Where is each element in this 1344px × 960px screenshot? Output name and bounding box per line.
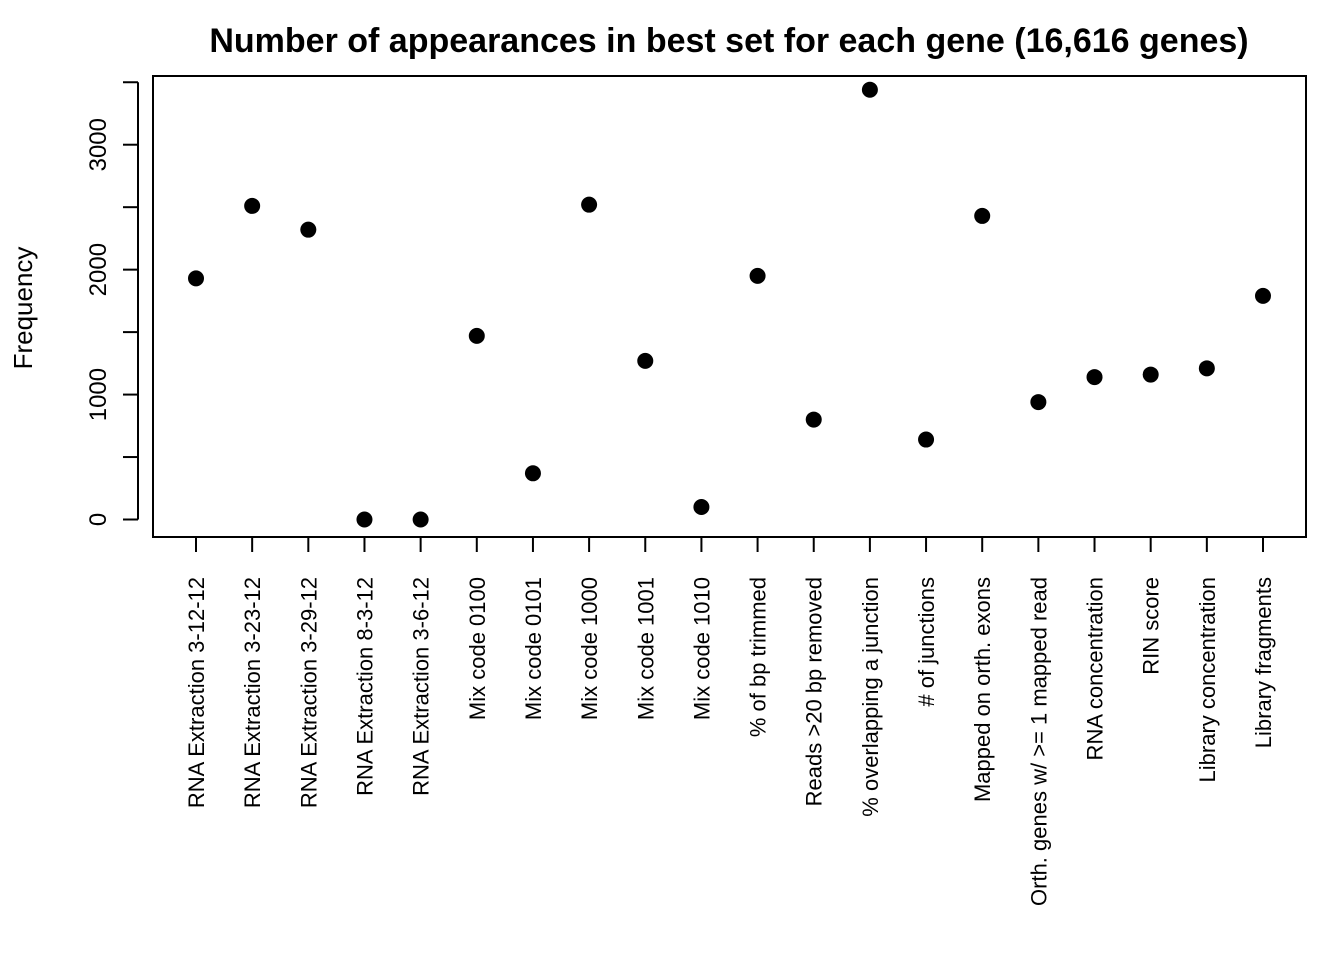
data-point — [1142, 366, 1159, 383]
data-point — [693, 499, 710, 516]
x-tick-label: Mix code 0100 — [465, 577, 490, 720]
data-point — [356, 511, 373, 528]
x-tick-label: RNA Extraction 3-23-12 — [240, 577, 265, 808]
x-tick-label: RIN score — [1139, 577, 1164, 675]
x-tick-label: Library fragments — [1251, 577, 1276, 748]
data-points — [188, 81, 1271, 528]
data-point — [637, 352, 654, 369]
y-tick-label: 2000 — [85, 243, 112, 296]
plot-frame — [152, 75, 1307, 538]
data-point — [524, 465, 541, 482]
data-point — [468, 327, 485, 344]
data-point — [1198, 360, 1215, 377]
data-point — [805, 411, 822, 428]
x-tick-label: Reads >20 bp removed — [802, 577, 827, 806]
x-tick-label: Orth. genes w/ >= 1 mapped read — [1026, 577, 1051, 906]
x-tick-label: % overlapping a junction — [858, 577, 883, 817]
data-point — [412, 511, 429, 528]
data-point — [861, 81, 878, 98]
x-axis: RNA Extraction 3-12-12 RNA Extraction 3-2… — [184, 536, 1276, 906]
x-tick-label: Library concentration — [1195, 577, 1220, 782]
y-tick-label: 1000 — [85, 368, 112, 421]
y-axis: 0 1000 2000 3000 — [85, 81, 139, 526]
x-tick-label: % of bp trimmed — [746, 577, 771, 737]
data-point — [1086, 369, 1103, 386]
y-tick-label: 3000 — [85, 118, 112, 171]
data-point — [300, 221, 317, 238]
x-tick-label: Mix code 1010 — [689, 577, 714, 720]
data-point — [749, 267, 766, 284]
data-point — [974, 207, 991, 224]
data-point — [581, 196, 598, 213]
x-tick-label: RNA Extraction 3-29-12 — [296, 577, 321, 808]
x-tick-label: Mapped on orth. exons — [970, 577, 995, 802]
x-tick-label: RNA Extraction 3-6-12 — [409, 577, 434, 796]
data-point — [188, 270, 204, 287]
data-point — [1030, 394, 1047, 411]
chart-title: Number of appearances in best set for ea… — [209, 22, 1248, 60]
x-tick-label: Mix code 1000 — [577, 577, 602, 720]
y-tick-label: 0 — [85, 513, 112, 526]
x-tick-label: Mix code 0101 — [521, 577, 546, 720]
x-tick-label: # of junctions — [914, 577, 939, 707]
data-point — [918, 431, 935, 448]
x-tick-label: Mix code 1001 — [633, 577, 658, 720]
x-tick-label: RNA Extraction 8-3-12 — [352, 577, 377, 796]
x-tick-label: RNA concentration — [1083, 577, 1108, 760]
data-point — [244, 197, 261, 214]
x-tick-label: RNA Extraction 3-12-12 — [184, 577, 209, 808]
y-axis-label: Frequency — [8, 247, 38, 370]
data-point — [1255, 287, 1271, 304]
